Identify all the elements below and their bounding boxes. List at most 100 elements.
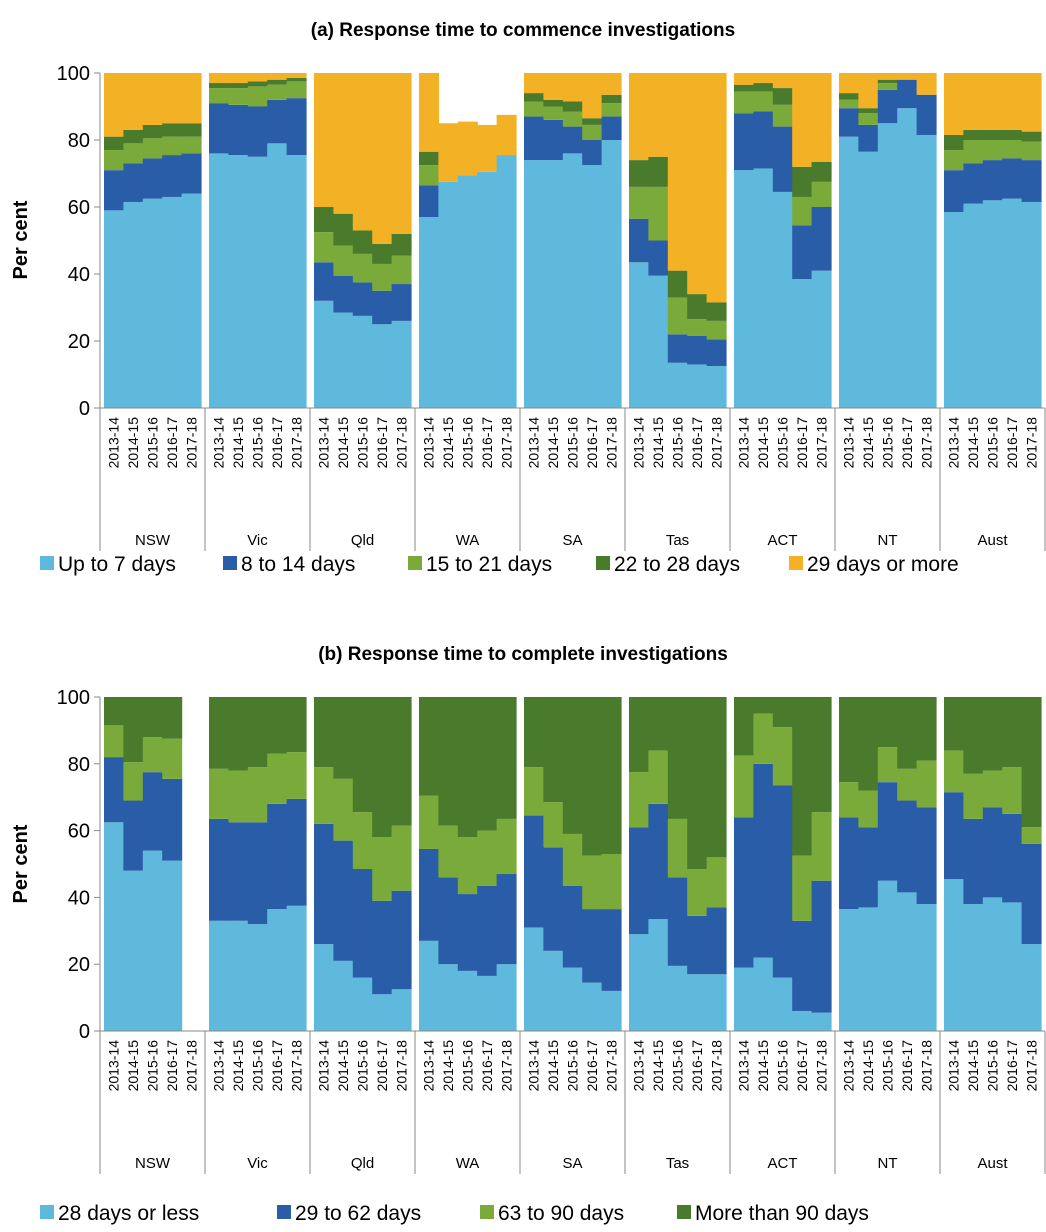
- bar-segment: [352, 812, 373, 870]
- y-tick-label: 40: [68, 887, 90, 909]
- x-tick-label: 2015-16: [670, 1040, 686, 1092]
- bar-segment: [162, 697, 183, 739]
- x-tick-label: 2015-16: [565, 417, 581, 469]
- bar-segment: [181, 193, 202, 408]
- bar-segment: [982, 807, 1003, 898]
- bar-segment: [839, 782, 859, 818]
- x-tick-label: 2017-18: [288, 417, 304, 469]
- bar-segment: [286, 752, 307, 799]
- bar-segment: [391, 697, 412, 826]
- bar-segment: [1021, 73, 1042, 132]
- bar-segment: [648, 186, 669, 241]
- bar-segment: [352, 869, 373, 978]
- bar-group-qld: [314, 73, 412, 408]
- bar-segment: [123, 73, 144, 130]
- bar-segment: [582, 855, 603, 910]
- bar-segment: [267, 753, 288, 804]
- bar-segment: [601, 116, 622, 140]
- x-tick-label: 2013-14: [316, 1040, 332, 1092]
- bar-segment: [524, 767, 544, 816]
- bar-segment: [419, 795, 439, 849]
- legend-swatch: [408, 556, 422, 570]
- bar-group-tas: [629, 697, 727, 1031]
- bar-segment: [524, 697, 544, 768]
- bar-segment: [123, 697, 144, 763]
- group-label: WA: [456, 1155, 480, 1172]
- bar-segment: [438, 123, 459, 182]
- x-tick-label: 2016-17: [374, 417, 390, 469]
- x-tick-label: 2013-14: [106, 417, 122, 469]
- bar-segment: [104, 757, 124, 823]
- bar-segment: [457, 697, 478, 838]
- bar-segment: [858, 827, 879, 908]
- bar-segment: [734, 170, 754, 408]
- x-tick-label: 2017-18: [918, 417, 934, 469]
- bar-segment: [648, 697, 669, 751]
- bar-segment: [648, 156, 669, 187]
- bar-segment: [916, 94, 937, 135]
- legend-swatch: [40, 1205, 54, 1219]
- bar-segment: [477, 171, 498, 408]
- bar-group-sa: [524, 73, 622, 408]
- bar-segment: [839, 697, 859, 783]
- bar-segment: [582, 165, 603, 408]
- bar-segment: [772, 697, 793, 728]
- x-tick-label: 2014-15: [230, 1040, 246, 1092]
- bar-segment: [372, 243, 393, 264]
- bar-segment: [438, 877, 459, 965]
- x-tick-label: 2014-15: [335, 1040, 351, 1092]
- x-tick-label: 2016-17: [269, 1040, 285, 1092]
- bar-segment: [772, 126, 793, 192]
- legend-label: 29 to 62 days: [295, 1202, 421, 1225]
- bar-segment: [524, 101, 544, 117]
- bar-segment: [162, 196, 183, 408]
- legend-item: 15 to 21 days: [408, 553, 552, 576]
- bar-segment: [123, 201, 144, 408]
- bar-segment: [706, 907, 727, 975]
- group-label: ACT: [768, 1155, 798, 1172]
- bar-segment: [438, 825, 459, 878]
- bar-segment: [916, 904, 937, 1031]
- bar-segment: [629, 262, 649, 408]
- bar-segment: [438, 697, 459, 826]
- x-tick-label: 2016-17: [584, 1040, 600, 1092]
- x-tick-label: 2014-15: [230, 417, 246, 469]
- bar-segment: [706, 320, 727, 340]
- bar-segment: [706, 73, 727, 303]
- group-label: Tas: [666, 532, 689, 549]
- bar-segment: [811, 880, 832, 1013]
- bar-segment: [648, 240, 669, 276]
- bar-segment: [858, 124, 879, 152]
- bar-segment: [438, 964, 459, 1031]
- bar-segment: [1002, 697, 1023, 768]
- bar-segment: [982, 129, 1003, 140]
- bar-segment: [286, 905, 307, 1031]
- bar-group-vic: [209, 697, 307, 1031]
- bar-segment: [228, 822, 249, 921]
- bar-segment: [419, 185, 439, 218]
- bar-segment: [877, 79, 898, 84]
- bar-group-aust: [944, 73, 1042, 408]
- group-label: Tas: [666, 1155, 689, 1172]
- bar-segment: [963, 697, 984, 774]
- bar-segment: [944, 697, 964, 751]
- group-label: Qld: [351, 532, 374, 549]
- bar-segment: [209, 88, 229, 104]
- bar-segment: [314, 73, 334, 207]
- bar-segment: [629, 73, 649, 161]
- x-tick-label: 2017-18: [918, 1040, 934, 1092]
- bar-segment: [667, 297, 688, 335]
- x-tick-label: 2016-17: [584, 417, 600, 469]
- bar-segment: [247, 924, 268, 1031]
- bar-segment: [963, 904, 984, 1031]
- bar-segment: [792, 697, 813, 856]
- bar-segment: [419, 73, 439, 152]
- bar-segment: [333, 778, 354, 841]
- bar-segment: [562, 967, 583, 1031]
- bar-segment: [181, 153, 202, 194]
- bar-segment: [123, 143, 144, 164]
- group-label: Vic: [247, 1155, 268, 1172]
- bar-segment: [104, 210, 124, 408]
- x-tick-label: 2013-14: [841, 1040, 857, 1092]
- bar-segment: [734, 967, 754, 1031]
